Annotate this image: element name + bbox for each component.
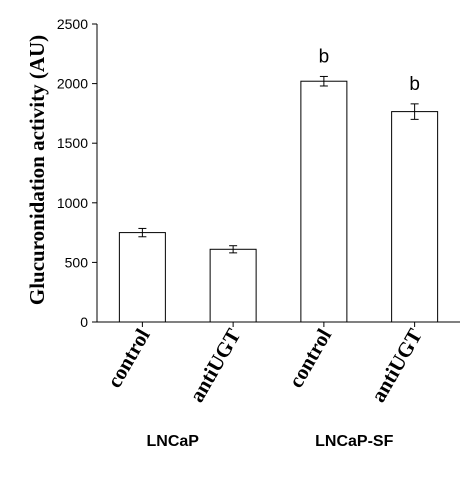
bar xyxy=(391,111,439,323)
y-tick-label: 500 xyxy=(65,254,89,270)
x-tick-label: antiUGT xyxy=(184,325,245,407)
x-tick-label: antiUGT xyxy=(366,325,427,407)
bar xyxy=(118,232,166,323)
y-tick-label: 2000 xyxy=(57,76,88,92)
y-tick-label: 1500 xyxy=(57,135,88,151)
x-tick-label: control xyxy=(102,324,155,391)
group-label: LNCaP-SF xyxy=(315,433,393,450)
bar xyxy=(209,248,257,323)
significance-label: b xyxy=(409,74,420,95)
y-axis-label: Glucuronidation activity (AU) xyxy=(25,35,49,305)
significance-label: b xyxy=(319,46,330,67)
y-tick-label: 0 xyxy=(80,314,88,330)
bar xyxy=(300,80,348,323)
x-tick-label: control xyxy=(284,324,337,391)
y-tick-label: 2500 xyxy=(57,16,88,32)
y-tick-label: 1000 xyxy=(57,195,88,211)
group-label: LNCaP xyxy=(147,433,200,450)
